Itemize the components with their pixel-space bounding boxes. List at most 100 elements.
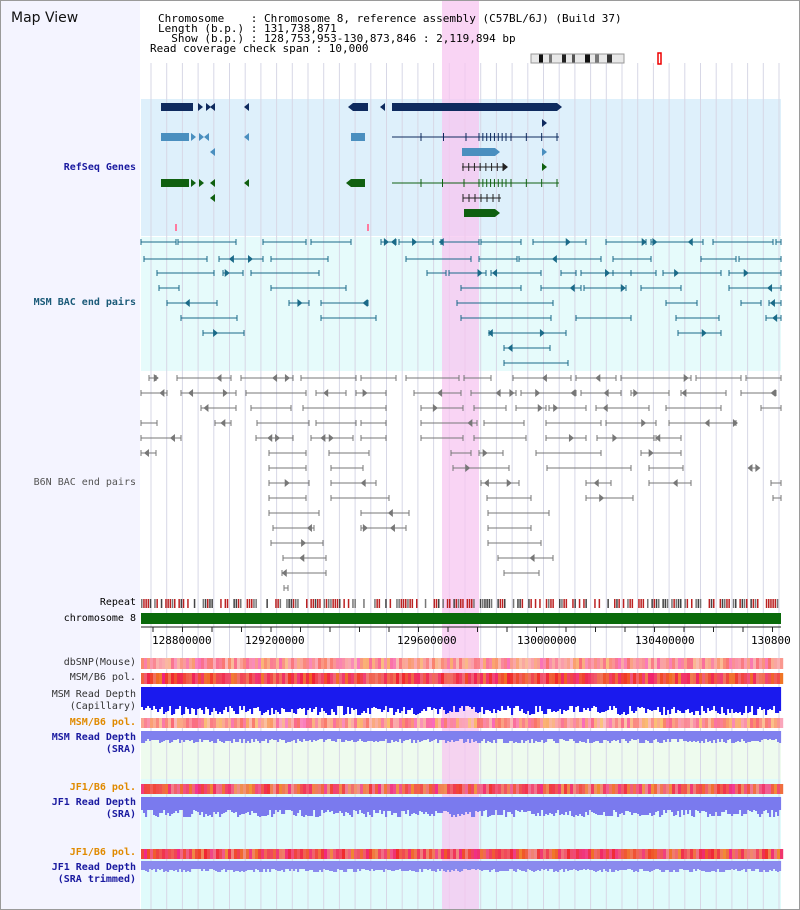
repeat-mark bbox=[178, 599, 180, 608]
read-depth-bar bbox=[495, 797, 498, 810]
read-depth-bar bbox=[525, 797, 528, 812]
read-depth-bar bbox=[275, 731, 278, 740]
read-depth-bar bbox=[209, 797, 212, 815]
repeat-mark bbox=[160, 599, 163, 608]
heat-cell bbox=[288, 784, 292, 794]
read-depth-bar bbox=[231, 797, 234, 812]
heat-cell bbox=[417, 718, 421, 728]
heat-cell bbox=[198, 784, 202, 794]
heat-cell bbox=[147, 673, 151, 684]
read-depth-bar bbox=[153, 861, 156, 869]
heat-cell bbox=[159, 718, 163, 728]
heat-cell bbox=[564, 784, 568, 794]
ideogram-band bbox=[572, 54, 575, 63]
heat-cell bbox=[744, 673, 748, 684]
heat-cell bbox=[225, 673, 229, 684]
repeat-mark bbox=[171, 599, 174, 608]
read-depth-bar bbox=[295, 861, 298, 869]
read-depth-bar bbox=[323, 797, 326, 813]
repeat-mark bbox=[411, 599, 414, 608]
read-depth-bar bbox=[189, 861, 192, 872]
read-depth-bar bbox=[189, 731, 192, 741]
read-depth-bar bbox=[617, 687, 620, 714]
read-depth-bar bbox=[397, 687, 400, 709]
repeat-mark bbox=[402, 599, 405, 608]
read-depth-bar bbox=[767, 731, 770, 740]
heat-cell bbox=[531, 718, 535, 728]
read-depth-bar bbox=[489, 731, 492, 742]
heat-cell bbox=[159, 673, 163, 684]
repeat-mark bbox=[662, 599, 664, 608]
read-depth-bar bbox=[463, 687, 466, 711]
bac-pair-arrow bbox=[605, 269, 611, 277]
read-depth-bar bbox=[717, 687, 720, 713]
read-depth-bar bbox=[465, 797, 468, 812]
heat-cell bbox=[750, 673, 754, 684]
heat-cell bbox=[273, 784, 277, 794]
read-depth-bar bbox=[165, 731, 168, 740]
read-depth-bar bbox=[529, 797, 532, 811]
heat-cell bbox=[189, 718, 193, 728]
read-depth-bar bbox=[321, 731, 324, 739]
heat-cell bbox=[324, 658, 328, 669]
heat-cell bbox=[429, 849, 433, 859]
bac-pair-arrow bbox=[362, 299, 368, 307]
heat-cell bbox=[717, 784, 721, 794]
heat-cell bbox=[480, 718, 484, 728]
heat-cell bbox=[492, 784, 496, 794]
heat-cell bbox=[702, 849, 706, 859]
heat-cell bbox=[438, 658, 442, 669]
heat-cell bbox=[333, 784, 337, 794]
heat-cell bbox=[714, 718, 718, 728]
heat-cell bbox=[327, 784, 331, 794]
read-depth-bar bbox=[641, 861, 644, 869]
read-depth-bar bbox=[447, 861, 450, 870]
read-depth-bar bbox=[645, 731, 648, 740]
heat-cell bbox=[504, 673, 508, 684]
read-depth-bar bbox=[159, 861, 162, 870]
read-depth-bar bbox=[519, 687, 522, 711]
heat-cell bbox=[591, 849, 595, 859]
read-depth-bar bbox=[577, 687, 580, 706]
repeat-mark bbox=[233, 599, 235, 608]
read-depth-bar bbox=[681, 687, 684, 713]
heat-cell bbox=[441, 718, 445, 728]
read-depth-bar bbox=[467, 797, 470, 814]
bac-pair-arrow bbox=[213, 329, 219, 337]
read-depth-bar bbox=[405, 861, 408, 871]
read-depth-bar bbox=[579, 797, 582, 814]
read-depth-bar bbox=[601, 687, 604, 712]
read-depth-bar bbox=[597, 687, 600, 712]
repeat-mark bbox=[165, 599, 167, 608]
read-depth-bar bbox=[437, 861, 440, 869]
read-depth-bar bbox=[165, 797, 168, 815]
bac-pair-arrow bbox=[541, 374, 547, 382]
read-depth-bar bbox=[453, 687, 456, 706]
read-depth-bar bbox=[679, 731, 682, 739]
read-depth-bar bbox=[765, 731, 768, 739]
read-depth-bar bbox=[325, 731, 328, 740]
read-depth-bar bbox=[429, 861, 432, 869]
read-depth-bar bbox=[583, 797, 586, 817]
read-depth-bar bbox=[347, 797, 350, 813]
heat-cell bbox=[702, 658, 706, 669]
repeat-mark bbox=[552, 599, 554, 608]
heat-cell bbox=[339, 849, 343, 859]
read-depth-bar bbox=[495, 731, 498, 743]
read-depth-bar bbox=[769, 731, 772, 739]
heat-cell bbox=[387, 718, 391, 728]
read-depth-bar bbox=[743, 687, 746, 713]
heat-cell bbox=[414, 718, 418, 728]
read-depth-bar bbox=[293, 861, 296, 871]
read-depth-bar bbox=[417, 687, 420, 714]
heat-cell bbox=[261, 673, 265, 684]
heat-cell bbox=[510, 658, 514, 669]
heat-cell bbox=[678, 849, 682, 859]
heat-cell bbox=[756, 673, 760, 684]
read-depth-bar bbox=[605, 861, 608, 871]
read-depth-bar bbox=[251, 797, 254, 811]
read-depth-bar bbox=[305, 861, 308, 871]
heat-cell bbox=[591, 718, 595, 728]
heat-cell bbox=[405, 718, 409, 728]
